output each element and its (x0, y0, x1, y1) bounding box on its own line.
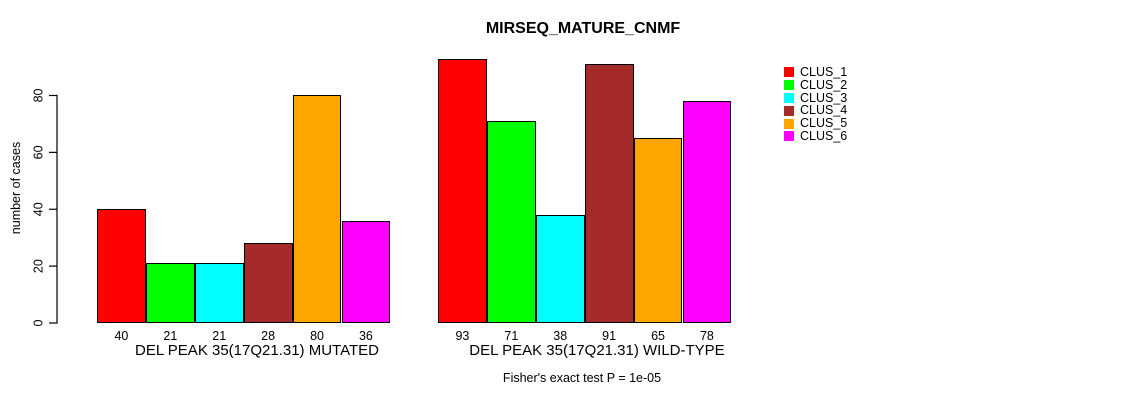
legend-swatch-clus_2 (784, 80, 794, 91)
bar-value-label: 21 (163, 329, 178, 343)
bar-clus_3-group2 (535, 214, 585, 323)
fisher-test-footnote: Fisher's exact test P = 1e-05 (502, 371, 662, 385)
legend-item-clus_6: CLUS_6 (784, 130, 847, 143)
bar-value-label: 38 (553, 329, 568, 343)
bar-clus_5-group1 (292, 95, 342, 323)
legend-item-clus_4: CLUS_4 (784, 104, 847, 117)
bar-clus_1-group2 (438, 58, 487, 323)
legend-swatch-clus_6 (784, 131, 794, 142)
legend-label: CLUS_5 (800, 116, 848, 131)
legend-label: CLUS_6 (800, 128, 848, 143)
bar-clus_6-group2 (682, 101, 732, 323)
bar-value-label: 65 (651, 329, 665, 343)
bar-value-label: 91 (602, 329, 617, 343)
y-tick-label: 40 (32, 202, 46, 216)
group-label-wild-type: DEL PEAK 35(17Q21.31) WILD-TYPE (469, 342, 725, 359)
legend-item-clus_3: CLUS_3 (784, 90, 848, 105)
legend-swatch-clus_4 (784, 105, 794, 116)
legend-label: CLUS_4 (800, 103, 848, 118)
legend-swatch-clus_1 (784, 67, 794, 78)
bar-clus_3-group1 (194, 263, 244, 323)
bar-value-label: 78 (699, 329, 714, 343)
bar-value-label: 40 (114, 329, 129, 343)
y-tick-label: 80 (32, 88, 46, 102)
bar-value-label: 93 (455, 329, 470, 343)
bar-clus_6-group1 (341, 220, 391, 323)
chart-title: MIRSEQ_MATURE_CNMF (485, 20, 681, 37)
bar-clus_5-group2 (633, 138, 683, 323)
legend-swatch-clus_5 (784, 118, 794, 129)
legend-label: CLUS_1 (800, 65, 848, 79)
legend-swatch-clus_3 (784, 92, 794, 103)
bar-value-label: 36 (358, 329, 373, 343)
y-tick-label: 60 (32, 145, 46, 159)
bar-clus_4-group2 (584, 64, 634, 323)
legend-label: CLUS_3 (800, 90, 848, 105)
bar-value-label: 28 (261, 329, 276, 343)
legend-item-clus_2: CLUS_2 (784, 77, 848, 92)
bar-clus_4-group1 (243, 243, 293, 323)
bar-value-label: 80 (310, 329, 324, 343)
group-label-mutated: DEL PEAK 35(17Q21.31) MUTATED (135, 342, 379, 359)
bar-value-label: 71 (504, 329, 519, 343)
bar-clus_2-group2 (486, 121, 536, 323)
bar-clus_1-group1 (97, 209, 146, 323)
legend-item-clus_1: CLUS_1 (784, 66, 847, 79)
y-tick-label: 20 (32, 259, 46, 273)
legend-label: CLUS_2 (800, 77, 848, 92)
legend-item-clus_5: CLUS_5 (784, 117, 847, 130)
y-tick-label: 0 (32, 319, 46, 326)
bar-value-label: 21 (212, 329, 227, 343)
bar-clus_2-group1 (145, 263, 195, 323)
legend: CLUS_1 CLUS_2 CLUS_3 CLUS_4 CLUS_5 CLUS_6 (784, 66, 847, 143)
